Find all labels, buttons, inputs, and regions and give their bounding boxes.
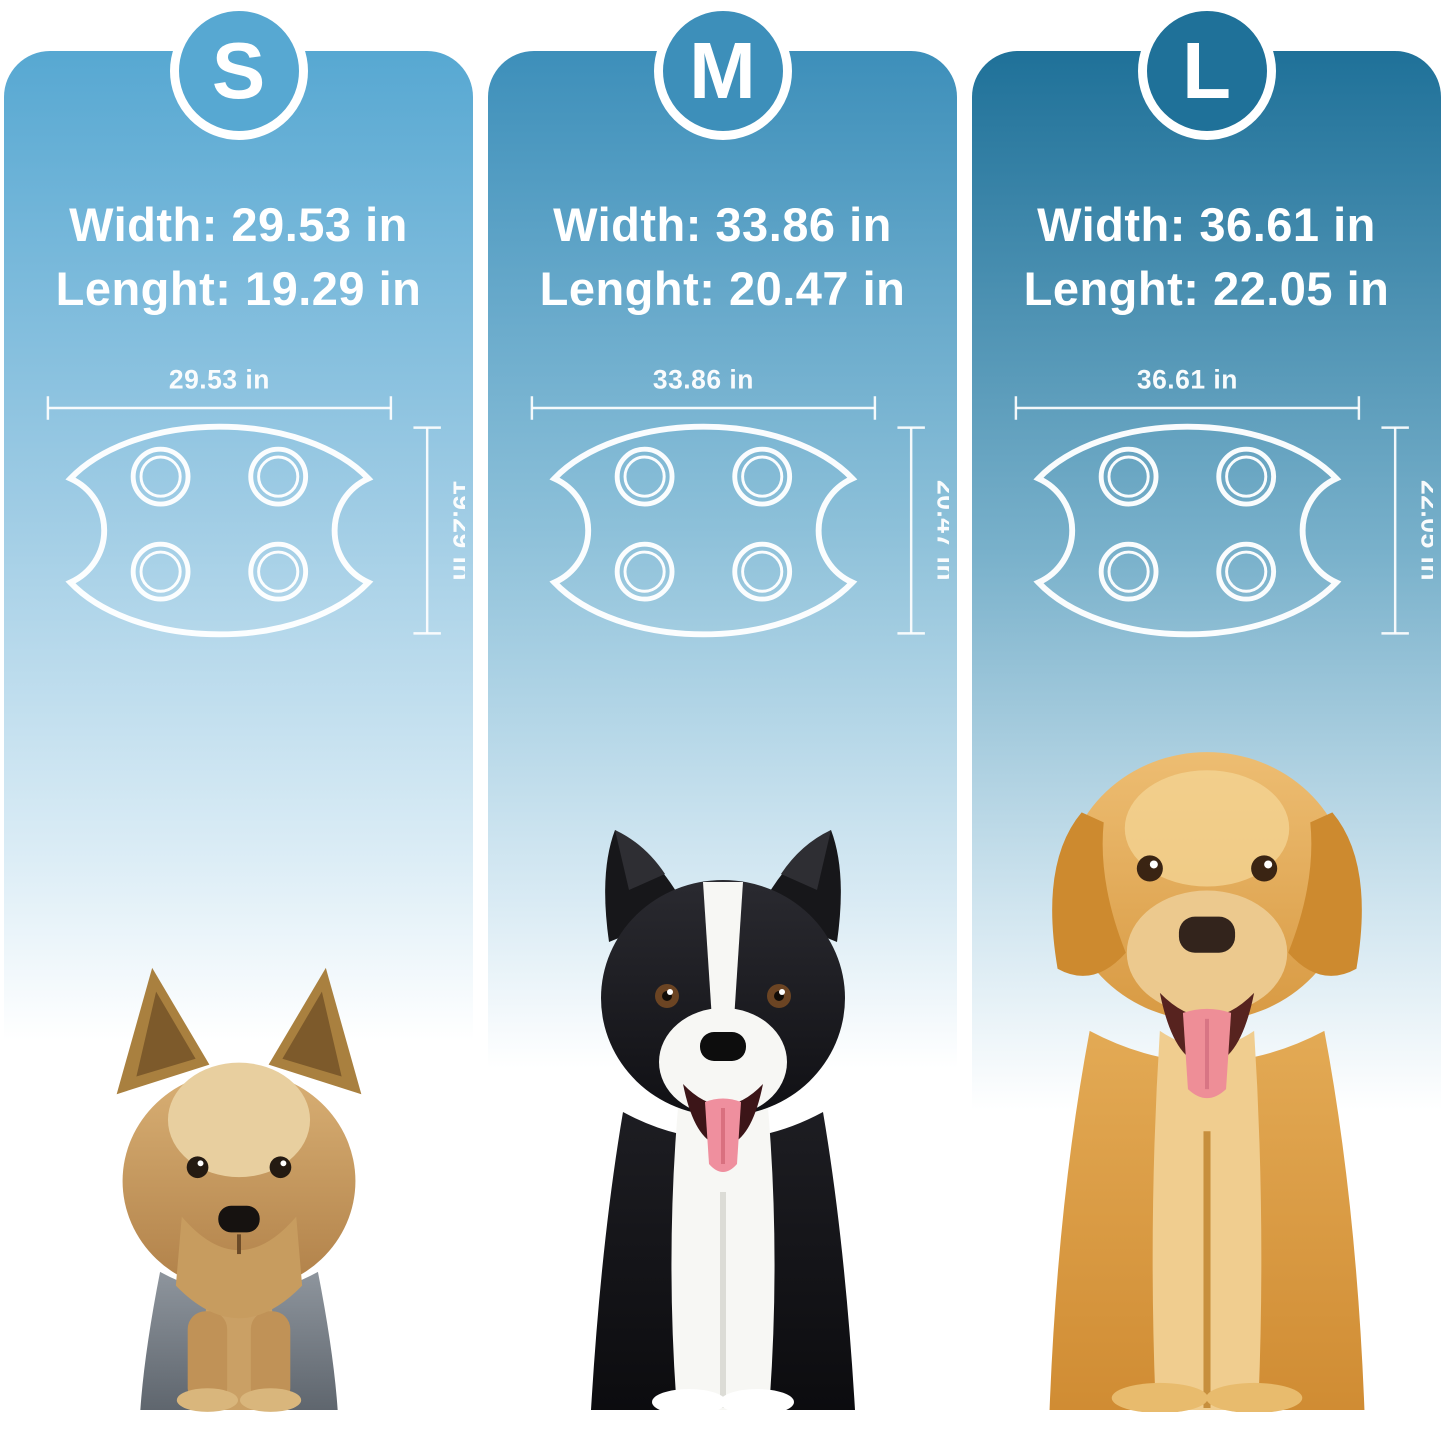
length-dimension-label: 22.05 in [1415,480,1432,581]
size-badge-letter: L [1182,26,1231,115]
snap-buttons [1098,446,1276,602]
dog-body [139,1271,338,1412]
dimension-lines [1014,396,1409,635]
width-dimension-label: 33.86 in [652,364,753,394]
dimension-lines [46,396,441,635]
snap-buttons [130,446,308,602]
mat-dimension-diagram-s: 29.53 in 19.29 in [46,364,465,638]
dimensions-text-l: Width: 36.61 in Lenght: 22.05 in [972,193,1441,321]
width-label: Width: 33.86 in [553,198,892,251]
width-label: Width: 36.61 in [1037,198,1376,251]
length-dimension-label: 20.47 in [931,480,948,581]
mat-outline [64,423,373,638]
snap-buttons [614,446,792,602]
dimensions-text-s: Width: 29.53 in Lenght: 19.29 in [4,193,473,321]
size-badge-m: M [653,2,792,140]
border-collie-illustration [590,830,855,1412]
size-badge-letter: S [211,26,266,115]
golden-retriever-illustration [1049,752,1364,1412]
dog-head [122,1062,355,1319]
dog-head [1051,752,1362,1099]
dimension-lines [530,396,925,635]
size-badge-l: L [1137,2,1276,140]
dog-head [600,880,845,1172]
dog-ears [116,967,361,1095]
dog-body [1049,1030,1364,1412]
mat-outline [548,423,857,638]
mat-outline [1032,423,1341,638]
size-chart-infographic: S Width: 29.53 in Lenght: 19.29 in 29.53… [4,2,1441,1445]
length-label: Lenght: 20.47 in [539,262,906,315]
size-badge-s: S [169,2,308,140]
length-label: Lenght: 22.05 in [1023,262,1390,315]
length-dimension-label: 19.29 in [447,480,464,581]
width-dimension-label: 36.61 in [1136,364,1237,394]
yorkshire-terrier-illustration [116,967,361,1412]
size-card-s: S Width: 29.53 in Lenght: 19.29 in 29.53… [4,2,473,1445]
length-label: Lenght: 19.29 in [55,262,422,315]
width-label: Width: 29.53 in [69,198,408,251]
size-card-l: L Width: 36.61 in Lenght: 22.05 in 36.61… [972,2,1441,1445]
dimensions-text-m: Width: 33.86 in Lenght: 20.47 in [488,193,957,321]
mat-dimension-diagram-m: 33.86 in 20.47 in [530,364,949,638]
dog-body [590,1096,855,1412]
size-card-m: M Width: 33.86 in Lenght: 20.47 in 33.86… [488,2,957,1445]
width-dimension-label: 29.53 in [168,364,269,394]
size-badge-letter: M [689,26,756,115]
mat-dimension-diagram-l: 36.61 in 22.05 in [1014,364,1433,638]
